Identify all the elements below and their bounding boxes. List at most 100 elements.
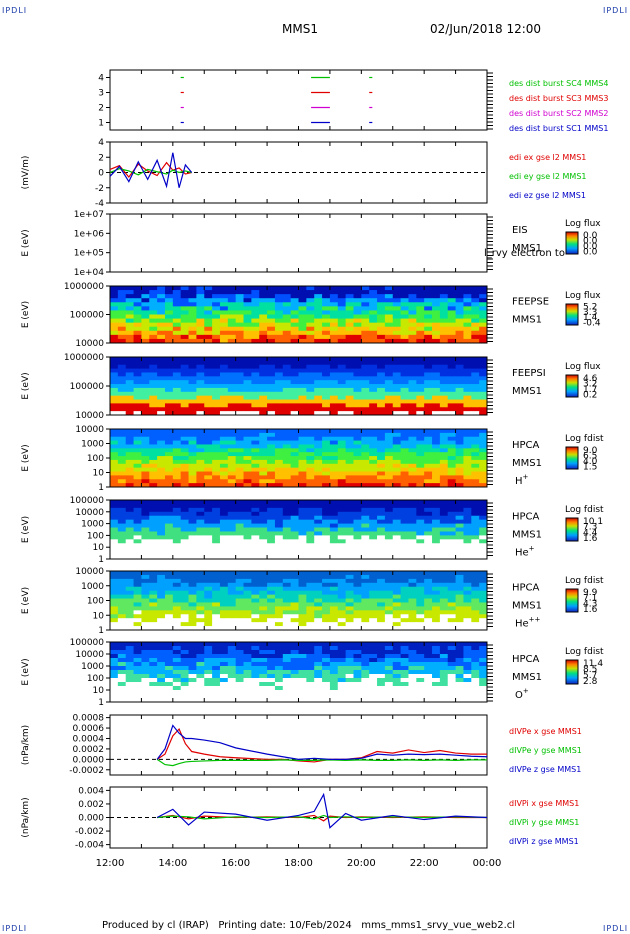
spectrogram-cell: [282, 407, 292, 412]
spectrogram-cell: [172, 440, 182, 445]
spectrogram-cell: [345, 298, 354, 303]
spectrogram-cell: [424, 594, 433, 600]
spectrogram-cell: [164, 602, 174, 607]
spectrogram-cell: [361, 682, 370, 687]
spectrogram-cell: [282, 503, 292, 509]
spectrogram-cell: [439, 650, 449, 655]
spectrogram-cell: [447, 543, 457, 548]
spectrogram-cell: [149, 539, 158, 544]
spectrogram-cell: [424, 606, 433, 611]
spectrogram-cell: [164, 384, 174, 389]
spectrogram-cell: [439, 306, 449, 311]
spectrogram-cell: [235, 467, 245, 473]
spectrogram-cell: [267, 527, 276, 532]
spectrogram-cell: [314, 662, 323, 667]
spectrogram-cell: [212, 590, 221, 596]
spectrogram-cell: [361, 618, 370, 623]
spectrogram-cell: [141, 479, 150, 484]
spectrogram-cell: [306, 403, 315, 408]
spectrogram-cell: [416, 318, 425, 324]
spectrogram-cell: [337, 403, 347, 408]
spectrogram-cell: [172, 334, 182, 340]
spectrogram-cell: [251, 368, 260, 373]
spectrogram-cell: [243, 654, 252, 659]
spectrogram-cell: [432, 690, 441, 695]
spectrogram-cell: [133, 678, 142, 683]
spectrogram-cell: [267, 626, 276, 631]
eis-y-tick-label: 1e+04: [74, 268, 105, 278]
spectrogram-cell: [322, 650, 331, 655]
spectrogram-cell: [125, 440, 135, 445]
spectrogram-cell: [235, 314, 245, 320]
spectrogram-cell: [251, 459, 260, 465]
spectrogram-cell: [400, 432, 409, 438]
spectrogram-cell: [259, 698, 268, 703]
spectrogram-cell: [204, 678, 213, 683]
spectrogram-cell: [117, 330, 127, 336]
spectrogram-cell: [243, 698, 252, 703]
spectrogram-cell: [463, 650, 472, 655]
spectrogram-cell: [117, 471, 127, 476]
spectrogram-cell: [164, 694, 174, 699]
spectrogram-cell: [463, 594, 472, 600]
spectrogram-cell: [432, 515, 441, 521]
spectrogram-cell: [227, 674, 237, 679]
spectrogram-cell: [196, 582, 205, 588]
spectrogram-cell: [298, 670, 307, 675]
spectrogram-cell: [463, 654, 472, 659]
spectrogram-cell: [290, 338, 299, 344]
spectrogram-cell: [361, 543, 370, 548]
spectrogram-cell: [227, 459, 237, 465]
spectrogram-cell: [322, 467, 331, 473]
spectrogram-cell: [188, 452, 197, 457]
spectrogram-cell: [424, 571, 433, 576]
spectrogram-cell: [424, 670, 433, 675]
spectrogram-cell: [290, 622, 299, 627]
spectrogram-cell: [392, 678, 402, 683]
spectrogram-cell: [361, 539, 370, 544]
spectrogram-cell: [392, 527, 402, 532]
spectrogram-cell: [353, 598, 362, 603]
spectrogram-cell: [125, 444, 135, 449]
spectrogram-cell: [353, 403, 362, 408]
spectrogram-cell: [392, 602, 402, 607]
spectrogram-cell: [235, 364, 245, 370]
spectrogram-cell: [432, 535, 441, 540]
spectrogram-cell: [369, 658, 378, 663]
spectrogram-cell: [149, 642, 158, 647]
spectrogram-cell: [408, 463, 417, 469]
hpca_he-colorbar-tick: 7.3: [583, 523, 597, 533]
spectrogram-cell: [463, 646, 472, 651]
spectrogram-cell: [141, 334, 150, 340]
spectrogram-cell: [345, 452, 354, 457]
spectrogram-cell: [267, 310, 276, 315]
spectrogram-cell: [400, 440, 409, 445]
spectrogram-cell: [377, 399, 386, 404]
spectrogram-cell: [274, 467, 284, 473]
spectrogram-cell: [157, 306, 166, 311]
spectrogram-cell: [439, 535, 449, 540]
spectrogram-cell: [157, 364, 166, 370]
spectrogram-cell: [212, 475, 221, 480]
spectrogram-cell: [479, 511, 488, 517]
spectrogram-cell: [384, 515, 394, 521]
spectrogram-cell: [125, 452, 135, 457]
spectrogram-cell: [133, 598, 142, 603]
spectrogram-cell: [235, 360, 245, 366]
spectrogram-cell: [227, 500, 237, 505]
corner-label-top-left: IPDLI: [2, 6, 28, 15]
spectrogram-cell: [298, 302, 307, 307]
spectrogram-cell: [110, 391, 119, 397]
spectrogram-cell: [298, 440, 307, 445]
spectrogram-cell: [298, 666, 307, 671]
spectrogram-cell: [408, 298, 417, 303]
spectrogram-cell: [282, 555, 292, 560]
spectrogram-cell: [463, 326, 472, 332]
spectrogram-cell: [432, 658, 441, 663]
spectrogram-cell: [455, 294, 464, 299]
spectrogram-cell: [353, 448, 362, 453]
spectrogram-cell: [345, 372, 354, 377]
spectrogram-cell: [251, 527, 260, 532]
spectrogram-cell: [188, 547, 197, 552]
spectrogram-cell: [322, 456, 331, 461]
